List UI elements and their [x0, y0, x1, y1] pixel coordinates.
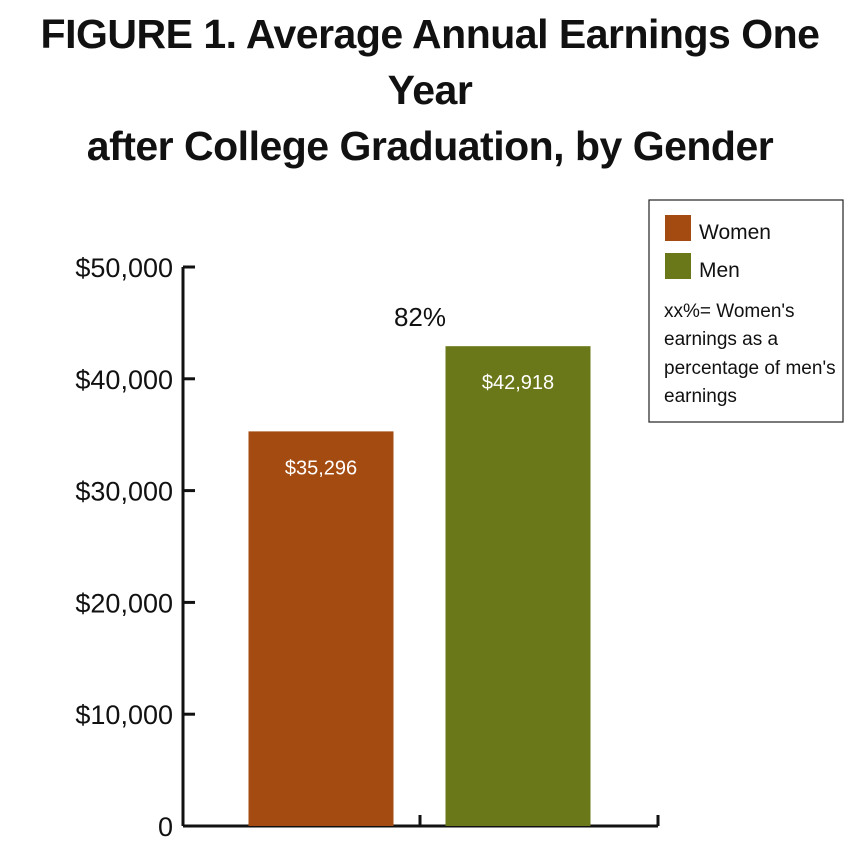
- legend-label-women: Women: [699, 221, 771, 244]
- y-tick-label: $40,000: [75, 365, 173, 395]
- bar-value-label: $42,918: [482, 372, 554, 394]
- legend-swatch-men: [665, 253, 691, 279]
- legend-note-line-3: percentage of men's: [664, 358, 836, 379]
- y-tick-label: $20,000: [75, 588, 173, 618]
- y-tick-label: $30,000: [75, 477, 173, 507]
- y-tick-label: 0: [158, 812, 173, 842]
- bars: [248, 346, 591, 826]
- ratio-label: 82%: [394, 302, 446, 332]
- y-tick-label: $50,000: [75, 253, 173, 283]
- legend-note-line-1: xx%= Women's: [664, 301, 795, 322]
- bar-value-label: $35,296: [285, 457, 357, 479]
- legend-label-men: Men: [699, 259, 740, 282]
- legend-note-line-4: earnings: [664, 386, 737, 407]
- chart-title-line-2: after College Graduation, by Gender: [86, 123, 774, 169]
- chart-title-line-1: FIGURE 1. Average Annual Earnings One Ye…: [40, 11, 820, 113]
- legend-swatch-women: [665, 215, 691, 241]
- legend-note-line-2: earnings as a: [664, 329, 779, 350]
- y-tick-label: $10,000: [75, 700, 173, 730]
- bar-women: [248, 431, 394, 826]
- legend: Women Men xx%= Women's earnings as a per…: [648, 199, 844, 423]
- bar-men: [445, 346, 591, 826]
- bar-value-labels: $35,296 $42,918: [285, 372, 554, 479]
- chart-title: FIGURE 1. Average Annual Earnings One Ye…: [0, 6, 860, 174]
